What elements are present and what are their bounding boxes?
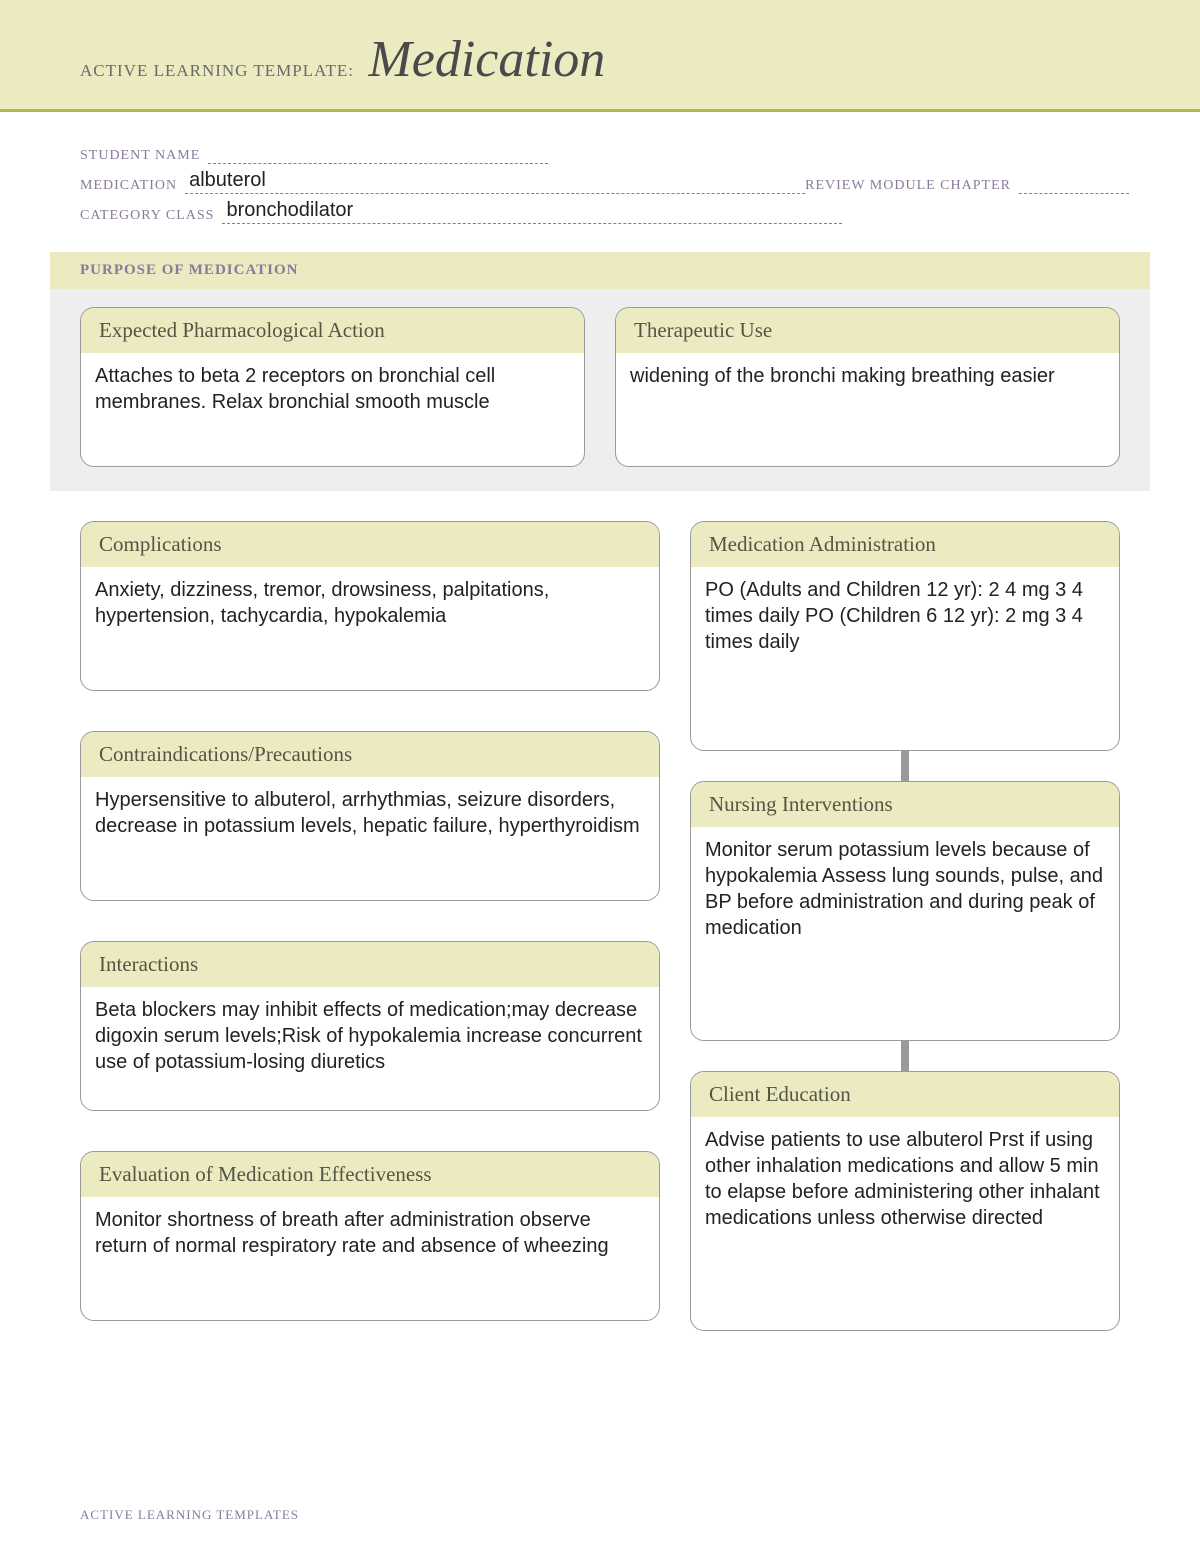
header-band: ACTIVE LEARNING TEMPLATE: Medication (0, 0, 1200, 112)
purpose-section: PURPOSE OF MEDICATION Expected Pharmacol… (50, 252, 1150, 491)
education-title: Client Education (691, 1072, 1119, 1119)
education-card: Client Education Advise patients to use … (690, 1071, 1120, 1331)
category-value: bronchodilator (226, 199, 353, 222)
connector-2 (901, 1041, 909, 1071)
medication-field[interactable]: albuterol (185, 172, 805, 194)
medication-value: albuterol (189, 169, 266, 192)
lower-section: Complications Anxiety, dizziness, tremor… (0, 491, 1200, 1331)
education-body: Advise patients to use albuterol Prst if… (691, 1119, 1119, 1330)
interactions-title: Interactions (81, 942, 659, 989)
therapeutic-card: Therapeutic Use widening of the bronchi … (615, 307, 1120, 467)
review-label: REVIEW MODULE CHAPTER (805, 178, 1011, 194)
pharmacological-title: Expected Pharmacological Action (81, 308, 584, 355)
administration-body: PO (Adults and Children 12 yr): 2 4 mg 3… (691, 569, 1119, 750)
connector-1 (901, 751, 909, 781)
meta-section: STUDENT NAME MEDICATION albuterol REVIEW… (0, 112, 1200, 242)
nursing-title: Nursing Interventions (691, 782, 1119, 829)
contraindications-body: Hypersensitive to albuterol, arrhythmias… (81, 779, 659, 900)
footer-text: ACTIVE LEARNING TEMPLATES (80, 1507, 299, 1523)
review-field[interactable] (1019, 172, 1129, 194)
therapeutic-body: widening of the bronchi making breathing… (616, 355, 1119, 466)
purpose-title: PURPOSE OF MEDICATION (50, 252, 1150, 289)
pharmacological-body: Attaches to beta 2 receptors on bronchia… (81, 355, 584, 466)
student-name-field[interactable] (208, 142, 548, 164)
medication-row: MEDICATION albuterol REVIEW MODULE CHAPT… (80, 172, 1120, 194)
student-name-row: STUDENT NAME (80, 142, 1120, 164)
left-column: Complications Anxiety, dizziness, tremor… (80, 521, 660, 1331)
category-label: CATEGORY CLASS (80, 208, 214, 224)
category-field[interactable]: bronchodilator (222, 202, 842, 224)
evaluation-body: Monitor shortness of breath after admini… (81, 1199, 659, 1320)
medication-label: MEDICATION (80, 178, 177, 194)
nursing-body: Monitor serum potassium levels because o… (691, 829, 1119, 1040)
pharmacological-card: Expected Pharmacological Action Attaches… (80, 307, 585, 467)
complications-body: Anxiety, dizziness, tremor, drowsiness, … (81, 569, 659, 690)
interactions-body: Beta blockers may inhibit effects of med… (81, 989, 659, 1110)
right-column: Medication Administration PO (Adults and… (690, 521, 1120, 1331)
nursing-card: Nursing Interventions Monitor serum pota… (690, 781, 1120, 1041)
template-title: Medication (368, 30, 605, 89)
administration-title: Medication Administration (691, 522, 1119, 569)
contraindications-card: Contraindications/Precautions Hypersensi… (80, 731, 660, 901)
administration-card: Medication Administration PO (Adults and… (690, 521, 1120, 751)
contraindications-title: Contraindications/Precautions (81, 732, 659, 779)
template-label: ACTIVE LEARNING TEMPLATE: (80, 61, 354, 81)
evaluation-card: Evaluation of Medication Effectiveness M… (80, 1151, 660, 1321)
category-row: CATEGORY CLASS bronchodilator (80, 202, 1120, 224)
complications-card: Complications Anxiety, dizziness, tremor… (80, 521, 660, 691)
page: ACTIVE LEARNING TEMPLATE: Medication STU… (0, 0, 1200, 1553)
interactions-card: Interactions Beta blockers may inhibit e… (80, 941, 660, 1111)
evaluation-title: Evaluation of Medication Effectiveness (81, 1152, 659, 1199)
complications-title: Complications (81, 522, 659, 569)
therapeutic-title: Therapeutic Use (616, 308, 1119, 355)
student-name-label: STUDENT NAME (80, 148, 200, 164)
